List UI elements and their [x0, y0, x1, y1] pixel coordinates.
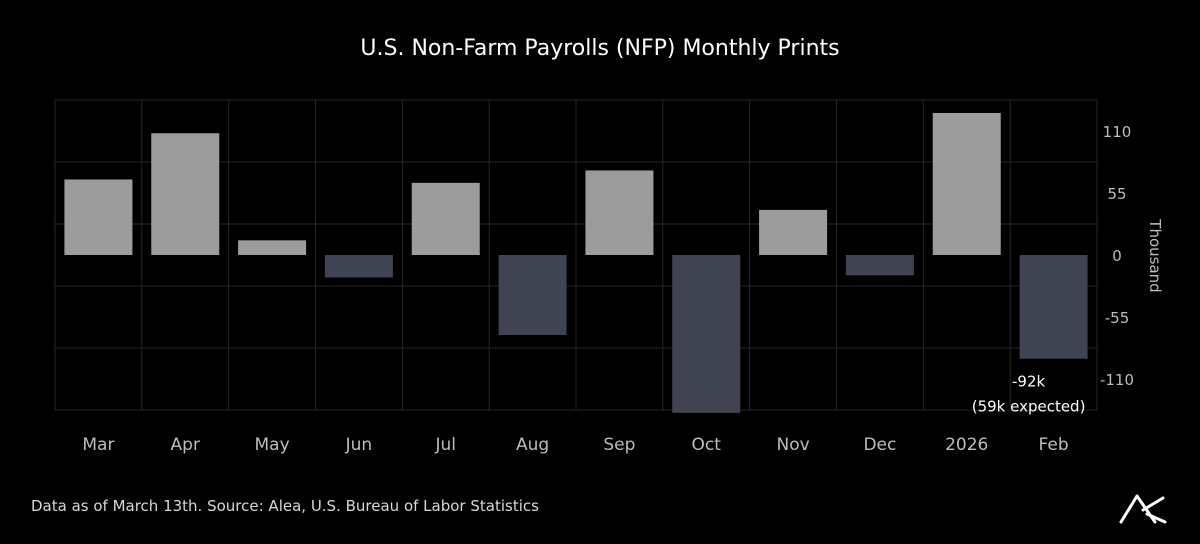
x-axis-labels: Mar Apr May Jun Jul Aug Sep Oct Nov Dec 2026 Feb — [82, 435, 1068, 455]
bar-mar — [64, 179, 133, 255]
x-tick-label: May — [255, 435, 290, 455]
chart-title: U.S. Non-Farm Payrolls (NFP) Monthly Pri… — [360, 36, 839, 61]
alea-logo-icon — [1119, 494, 1167, 524]
y-tick-label: -110 — [1100, 371, 1134, 389]
bars — [64, 112, 1088, 413]
x-tick-label: Jul — [434, 435, 456, 455]
y-axis-title: Thousand — [1146, 218, 1164, 292]
bar-jun — [324, 255, 393, 278]
bar-oct — [672, 255, 741, 413]
x-tick-label: 2026 — [945, 435, 988, 455]
x-tick-label: Sep — [603, 435, 635, 455]
bar-may — [238, 240, 307, 255]
x-tick-label: Jun — [345, 435, 373, 455]
y-tick-label: 55 — [1107, 185, 1126, 203]
annotation-expected: (59k expected) — [972, 398, 1086, 416]
x-tick-label: Aug — [516, 435, 549, 455]
bar-dec — [845, 255, 914, 276]
y-tick-label: 0 — [1112, 247, 1122, 265]
x-tick-label: Nov — [776, 435, 809, 455]
bar-jul — [411, 182, 480, 255]
bar-feb — [1019, 255, 1088, 359]
x-tick-label: Mar — [82, 435, 114, 455]
annotation-actual: -92k — [1012, 373, 1045, 391]
bar-aug — [498, 255, 567, 336]
grid-lines — [54, 99, 1098, 411]
y-tick-label: 110 — [1103, 123, 1132, 141]
x-tick-label: Apr — [171, 435, 200, 455]
x-tick-label: Dec — [863, 435, 896, 455]
source-note: Data as of March 13th. Source: Alea, U.S… — [31, 497, 539, 515]
bar-2026 — [932, 112, 1001, 255]
bar-sep — [585, 170, 654, 255]
bar-apr — [151, 133, 220, 255]
y-axis-labels: 110 55 0 -55 -110 — [1100, 123, 1134, 389]
y-tick-label: -55 — [1105, 309, 1130, 327]
x-tick-label: Feb — [1039, 435, 1069, 455]
x-tick-label: Oct — [692, 435, 722, 455]
bar-nov — [759, 209, 828, 255]
